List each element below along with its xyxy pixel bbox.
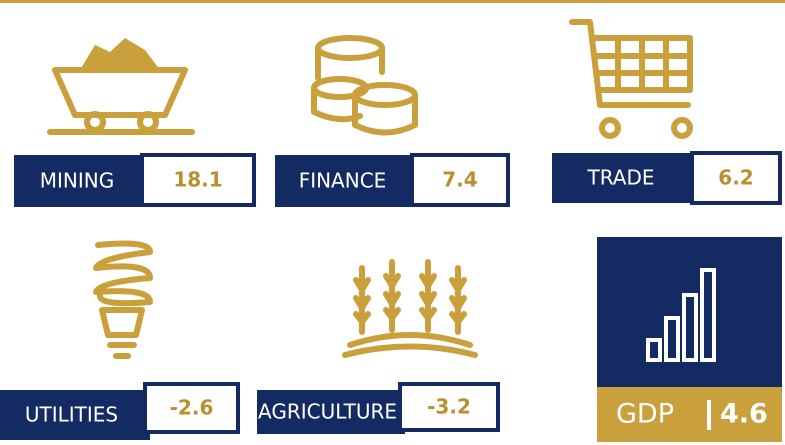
finance-icon: [311, 35, 418, 136]
value-box: [398, 382, 500, 432]
sector-value: -2.6: [170, 396, 214, 420]
gdp-tile: [597, 237, 782, 387]
mining-icon: [47, 38, 195, 135]
sector-value: 7.4: [442, 168, 477, 192]
gdp-value: 4.6: [720, 399, 768, 430]
value-box: [140, 153, 256, 207]
sector-name: MINING: [40, 169, 114, 193]
sector-name: UTILITIES: [25, 403, 118, 427]
sector-name: TRADE: [586, 166, 654, 190]
gdp-separator: [707, 400, 711, 430]
top-rule: [0, 0, 785, 3]
sector-band: [552, 153, 700, 203]
sector-value: 6.2: [718, 166, 753, 190]
sector-name: FINANCE: [299, 169, 387, 193]
sector-value: -3.2: [427, 395, 471, 419]
sector-name: AGRICULTURE: [258, 400, 397, 424]
sector-band: [257, 390, 405, 434]
trade-icon: [569, 19, 693, 139]
value-box: [410, 153, 510, 207]
value-box: [143, 382, 240, 434]
sector-band: [275, 155, 415, 207]
utilities-icon: [93, 240, 153, 359]
gdp-icon: [646, 268, 716, 362]
sector-band: [0, 390, 150, 440]
sector-value: 18.1: [173, 168, 222, 192]
value-box: [690, 151, 782, 205]
agriculture-icon: [342, 259, 478, 358]
gdp-label: GDP: [616, 399, 674, 430]
gdp-bar: [597, 387, 782, 442]
